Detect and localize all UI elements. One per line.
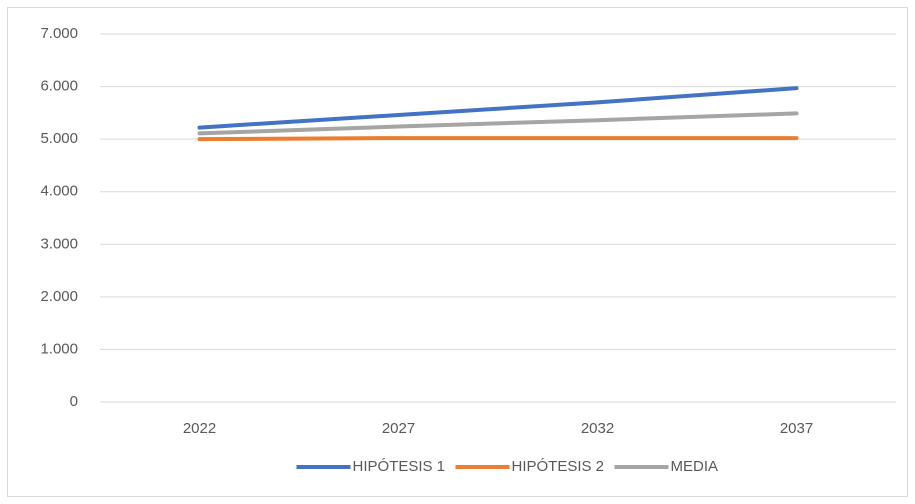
legend-label: HIPÓTESIS 2 xyxy=(512,458,605,475)
y-tick-label: 1.000 xyxy=(40,340,78,357)
series-line xyxy=(197,136,799,142)
y-tick-label: 7.000 xyxy=(40,25,78,42)
y-tick-label: 4.000 xyxy=(40,183,78,200)
legend-label: HIPÓTESIS 1 xyxy=(353,458,446,475)
x-tick-label: 2037 xyxy=(780,420,813,437)
y-tick-label: 6.000 xyxy=(40,78,78,95)
y-tick-label: 0 xyxy=(70,393,78,410)
x-tick-label: 2032 xyxy=(581,420,614,437)
chart-border xyxy=(7,7,908,497)
series-line xyxy=(197,86,799,130)
x-tick-label: 2022 xyxy=(183,420,216,437)
legend-label: MEDIA xyxy=(671,458,719,475)
series-line xyxy=(197,111,799,136)
y-tick-label: 2.000 xyxy=(40,288,78,305)
y-tick-label: 5.000 xyxy=(40,130,78,147)
y-tick-label: 3.000 xyxy=(40,235,78,252)
x-tick-label: 2027 xyxy=(382,420,415,437)
